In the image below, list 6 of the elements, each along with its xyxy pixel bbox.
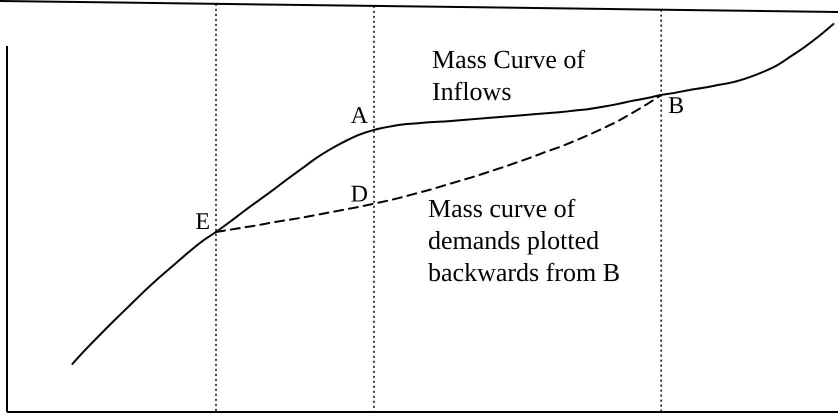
annotation: B — [668, 93, 684, 120]
series-label: Mass Curve of Inflows — [432, 45, 586, 106]
annotation: E — [195, 208, 210, 235]
annotation: A — [350, 102, 369, 129]
series-label: Mass curve of demands plotted backwards from B — [428, 194, 620, 287]
annotation: D — [350, 182, 368, 208]
